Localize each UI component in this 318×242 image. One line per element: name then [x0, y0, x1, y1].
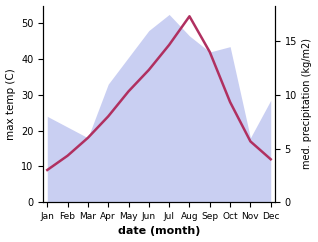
Y-axis label: max temp (C): max temp (C)	[5, 68, 16, 140]
Y-axis label: med. precipitation (kg/m2): med. precipitation (kg/m2)	[302, 38, 313, 169]
X-axis label: date (month): date (month)	[118, 227, 200, 236]
